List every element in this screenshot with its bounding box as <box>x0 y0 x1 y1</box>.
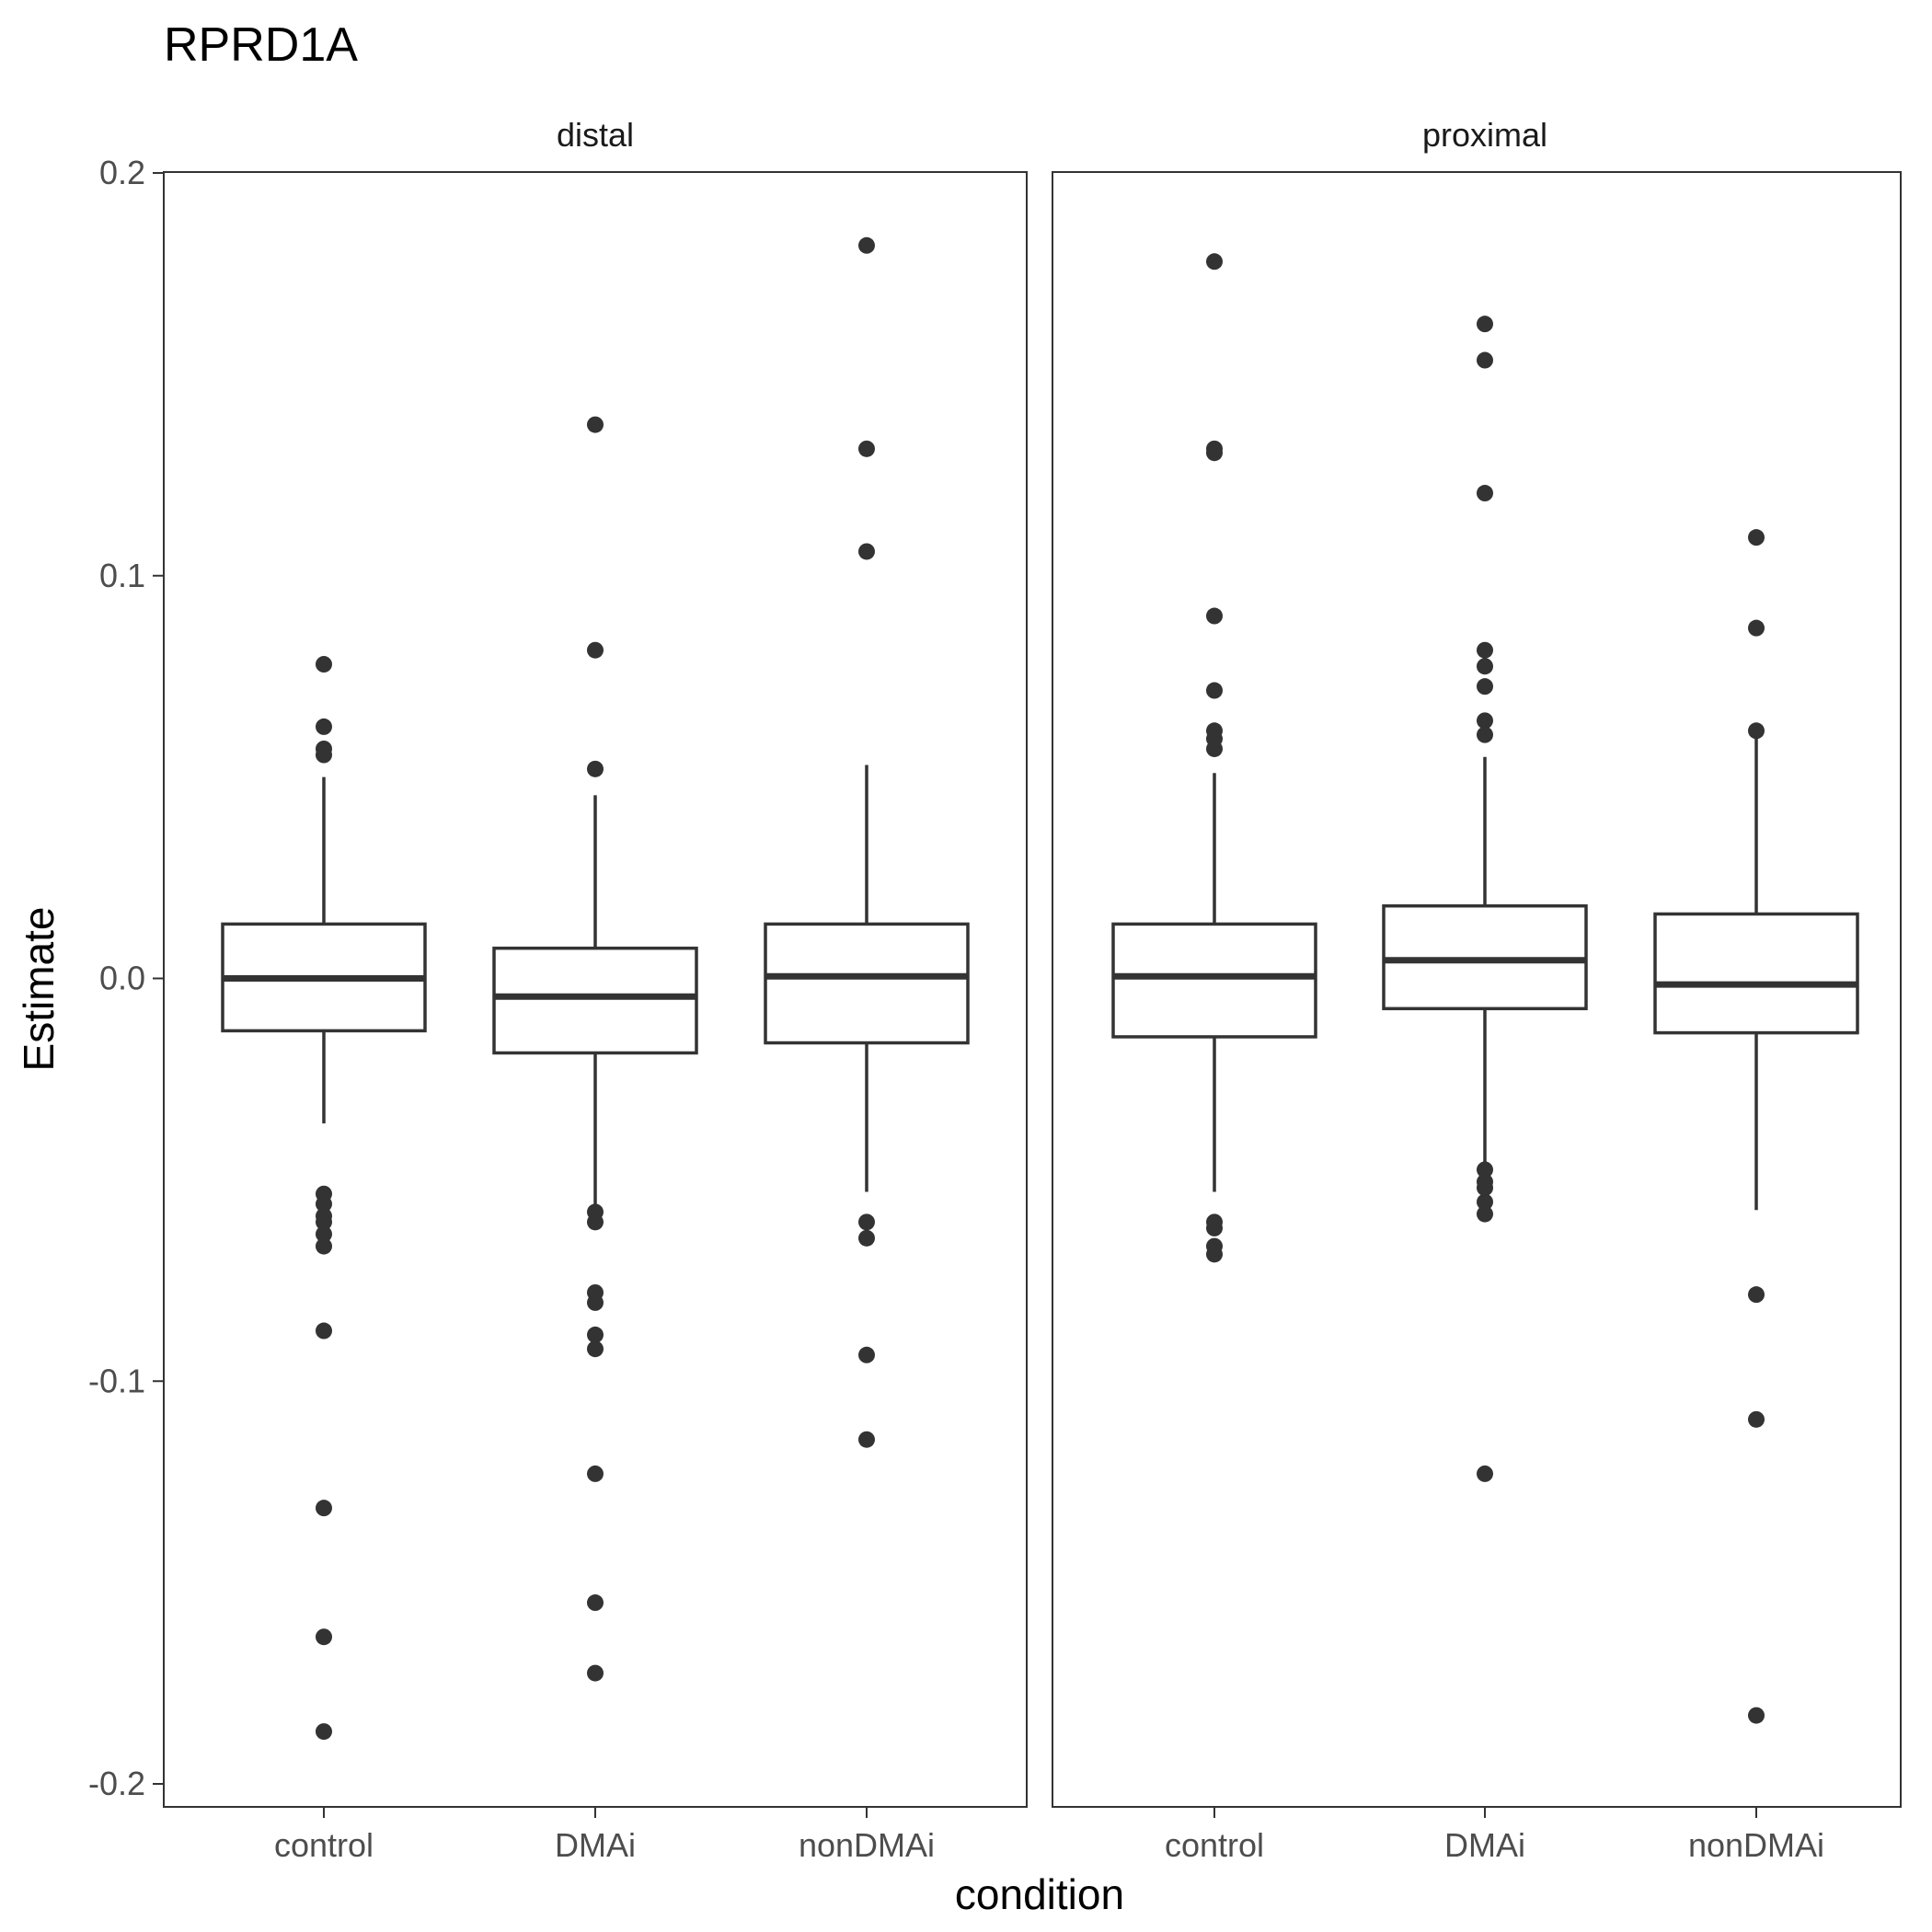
outlier-proximal-DMAi-0 <box>1477 316 1493 333</box>
outlier-proximal-nonDMAi-1 <box>1748 619 1765 637</box>
outlier-distal-DMAi-10 <box>587 1594 604 1612</box>
facet-label-distal: distal <box>557 116 634 154</box>
y-tick-label-0: -0.2 <box>88 1765 145 1802</box>
outlier-distal-nonDMAi-6 <box>858 1431 875 1448</box>
x-tick-label-distal-control: control <box>274 1826 374 1864</box>
x-tick-label-distal-nonDMAi: nonDMAi <box>799 1826 935 1864</box>
outlier-distal-control-8 <box>316 1225 332 1243</box>
outlier-distal-control-1 <box>316 718 332 735</box>
outlier-distal-nonDMAi-3 <box>858 1213 875 1231</box>
outlier-proximal-nonDMAi-5 <box>1748 1707 1765 1724</box>
outlier-proximal-DMAi-1 <box>1477 351 1493 369</box>
outlier-proximal-DMAi-12 <box>1477 1205 1493 1223</box>
x-axis: control DMAi nonDMAi control DMAi nonDMAi <box>274 1807 1824 1864</box>
outlier-distal-DMAi-6 <box>587 1294 604 1311</box>
outlier-distal-nonDMAi-0 <box>858 236 875 254</box>
x-axis-title: condition <box>955 1870 1124 1918</box>
outlier-proximal-control-2 <box>1206 444 1223 462</box>
outlier-distal-control-10 <box>316 1322 332 1340</box>
y-axis-title: Estimate <box>15 907 63 1072</box>
x-tick-label-proximal-control: control <box>1165 1826 1264 1864</box>
chart-title: RPRD1A <box>164 18 358 72</box>
panel-proximal-marks <box>1111 253 1859 1724</box>
facet-label-proximal: proximal <box>1422 116 1547 154</box>
panel-distal: distal <box>163 116 1028 1808</box>
outlier-proximal-DMAi-7 <box>1477 726 1493 743</box>
outlier-distal-nonDMAi-4 <box>858 1229 875 1247</box>
outlier-proximal-nonDMAi-3 <box>1748 1286 1765 1304</box>
box-distal-nonDMAi <box>764 922 970 1045</box>
outlier-proximal-DMAi-10 <box>1477 1179 1493 1197</box>
panel-border-proximal <box>1052 171 1902 1808</box>
outlier-proximal-DMAi-2 <box>1477 485 1493 502</box>
x-tick-label-distal-DMAi: DMAi <box>555 1826 636 1864</box>
outlier-distal-DMAi-11 <box>587 1664 604 1682</box>
x-tick-label-proximal-DMAi: DMAi <box>1444 1826 1525 1864</box>
outlier-proximal-nonDMAi-4 <box>1748 1410 1765 1428</box>
outlier-distal-DMAi-7 <box>587 1326 604 1343</box>
outlier-distal-nonDMAi-1 <box>858 440 875 457</box>
outlier-proximal-DMAi-8 <box>1477 1161 1493 1179</box>
outlier-distal-control-5 <box>316 1195 332 1213</box>
box-distal-DMAi <box>492 946 698 1055</box>
outlier-distal-control-3 <box>316 746 332 764</box>
box-proximal-nonDMAi <box>1653 912 1859 1035</box>
outlier-proximal-DMAi-5 <box>1477 678 1493 696</box>
x-tick-label-proximal-nonDMAi: nonDMAi <box>1688 1826 1824 1864</box>
outlier-distal-control-0 <box>316 656 332 673</box>
outlier-proximal-nonDMAi-2 <box>1748 722 1765 740</box>
y-tick-label-3: 0.1 <box>99 557 145 594</box>
y-axis: -0.2 -0.1 0.0 0.1 0.2 <box>88 154 164 1802</box>
outlier-distal-control-7 <box>316 1213 332 1231</box>
outlier-distal-DMAi-9 <box>587 1465 604 1482</box>
outlier-proximal-nonDMAi-0 <box>1748 529 1765 546</box>
outlier-proximal-DMAi-11 <box>1477 1193 1493 1211</box>
y-tick-label-2: 0.0 <box>99 960 145 997</box>
outlier-proximal-DMAi-4 <box>1477 658 1493 675</box>
outlier-distal-DMAi-4 <box>587 1213 604 1231</box>
outlier-distal-nonDMAi-5 <box>858 1346 875 1363</box>
outlier-proximal-DMAi-6 <box>1477 712 1493 730</box>
outlier-proximal-control-4 <box>1206 682 1223 699</box>
outlier-distal-DMAi-1 <box>587 641 604 659</box>
outlier-distal-nonDMAi-2 <box>858 543 875 560</box>
outlier-proximal-control-0 <box>1206 253 1223 270</box>
outlier-distal-DMAi-2 <box>587 760 604 777</box>
panel-proximal: proximal <box>1052 116 1902 1808</box>
box-proximal-control <box>1111 922 1317 1039</box>
outlier-proximal-DMAi-3 <box>1477 641 1493 659</box>
outlier-distal-control-13 <box>316 1723 332 1741</box>
outlier-distal-DMAi-8 <box>587 1340 604 1358</box>
outlier-distal-control-11 <box>316 1500 332 1517</box>
outlier-proximal-control-7 <box>1206 740 1223 757</box>
outlier-proximal-control-3 <box>1206 607 1223 625</box>
outlier-distal-DMAi-0 <box>587 416 604 433</box>
outlier-proximal-control-11 <box>1206 1246 1223 1263</box>
panel-distal-marks <box>221 236 970 1741</box>
outlier-proximal-control-9 <box>1206 1219 1223 1236</box>
y-tick-label-4: 0.2 <box>99 154 145 191</box>
outlier-distal-control-9 <box>316 1237 332 1255</box>
outlier-proximal-DMAi-13 <box>1477 1465 1493 1482</box>
outlier-distal-control-12 <box>316 1628 332 1646</box>
y-tick-label-1: -0.1 <box>88 1362 145 1399</box>
